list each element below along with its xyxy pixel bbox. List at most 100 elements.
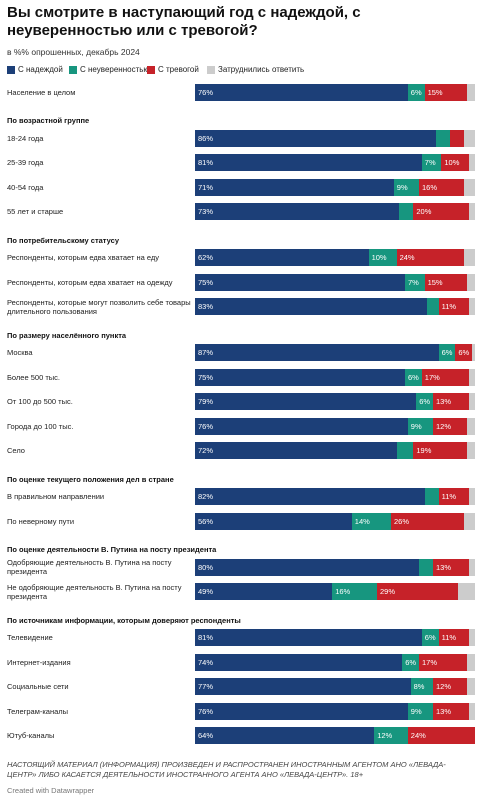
value-label: 16% xyxy=(422,182,438,192)
bar-segment xyxy=(438,488,470,505)
bar-segment xyxy=(466,83,475,101)
bar-segment xyxy=(410,678,433,695)
row-label: От 100 до 500 тыс. xyxy=(7,397,73,406)
value-label: 15% xyxy=(427,87,443,97)
bar-segment xyxy=(455,344,473,361)
bar-segment xyxy=(424,273,467,291)
bar-segment xyxy=(433,702,470,720)
row-label: Телеграм-каналы xyxy=(7,706,69,716)
row-label: Респонденты, которым едва хватает на еду xyxy=(7,253,160,262)
value-label: 49% xyxy=(198,587,214,596)
row-label: По неверному пути xyxy=(7,516,75,526)
bar-segment xyxy=(195,368,405,386)
value-label: 81% xyxy=(198,158,214,167)
legend-swatch xyxy=(69,65,77,74)
bar-segment xyxy=(332,583,377,600)
value-label: 20% xyxy=(416,207,432,216)
bar-segment xyxy=(469,488,475,505)
value-label: 6% xyxy=(441,348,453,357)
value-label: 17% xyxy=(422,657,438,667)
value-label: 6% xyxy=(424,633,436,642)
value-label: 83% xyxy=(198,302,214,311)
bar-segment xyxy=(469,368,475,386)
value-label: 75% xyxy=(198,372,214,382)
value-label: 81% xyxy=(198,633,214,642)
value-label: 6% xyxy=(405,657,417,667)
bar-segment xyxy=(407,727,475,744)
row-label: Население в целом xyxy=(7,87,76,97)
value-label: 15% xyxy=(427,277,443,287)
legend-item: С надеждой xyxy=(7,65,63,74)
bar-segment xyxy=(195,678,411,695)
legend-swatch xyxy=(147,65,155,74)
bar-segment xyxy=(466,653,475,671)
bar-segment xyxy=(396,442,414,459)
legend-item: С тревогой xyxy=(147,65,199,74)
bar-segment xyxy=(195,129,436,147)
bar-segment xyxy=(466,442,475,459)
value-label: 10% xyxy=(371,253,387,262)
bar-segment xyxy=(195,154,422,171)
bar-segment xyxy=(368,249,397,266)
value-label: 11% xyxy=(441,633,457,642)
bar-segment xyxy=(195,653,403,671)
bar-segment xyxy=(407,83,425,101)
chart-title: Вы смотрите в наступающий год с надеждой… xyxy=(7,4,361,39)
row-label: Село xyxy=(7,446,25,455)
bar-segment xyxy=(195,178,394,196)
legend-item: Затруднились ответить xyxy=(207,65,304,74)
bar-segment xyxy=(195,417,408,435)
value-label: 79% xyxy=(198,397,214,406)
group-header: По оценке текущего положения дел в стран… xyxy=(7,474,174,484)
value-label: 75% xyxy=(198,277,214,287)
bar-segment xyxy=(405,273,425,291)
bar-segment xyxy=(438,629,470,646)
bar-segment xyxy=(195,702,408,720)
bar-segment xyxy=(399,203,414,220)
bar-segment xyxy=(421,368,470,386)
value-label: 6% xyxy=(408,372,419,382)
bar-segment xyxy=(195,298,428,315)
value-label: 86% xyxy=(198,133,214,143)
row-label: Интернет-издания xyxy=(7,657,71,667)
legend-label: Затруднились ответить xyxy=(218,65,305,74)
bar-segment xyxy=(416,393,433,410)
bar-segment xyxy=(433,678,467,695)
value-label: 76% xyxy=(198,706,214,716)
bar-segment xyxy=(195,203,400,220)
note: НАСТОЯЩИЙ МАТЕРИАЛ (ИНФОРМАЦИЯ) ПРОИЗВЕД… xyxy=(7,760,446,779)
value-label: 29% xyxy=(380,587,396,596)
value-label: 6% xyxy=(458,348,470,357)
row-label: Не одобряющие деятельность В. Путина на … xyxy=(7,582,182,601)
bar-segment xyxy=(463,249,475,266)
bar-segment xyxy=(466,417,475,435)
bar-segment xyxy=(393,178,419,196)
value-label: 11% xyxy=(441,302,457,311)
value-label: 13% xyxy=(436,562,452,572)
group-header: По оценке деятельности В. Путина на пост… xyxy=(7,545,217,554)
bar-segment xyxy=(407,417,433,435)
bar-segment xyxy=(441,154,470,171)
value-label: 76% xyxy=(198,87,214,97)
value-label: 26% xyxy=(394,516,410,526)
value-label: 7% xyxy=(424,158,436,167)
bar-segment xyxy=(402,653,419,671)
value-label: 11% xyxy=(441,492,457,501)
row-label: В правильном направлении xyxy=(7,492,105,501)
bar-segment xyxy=(419,558,433,576)
row-label: 18-24 года xyxy=(7,133,44,143)
legend-swatch xyxy=(207,65,215,74)
bar-segment xyxy=(449,129,464,147)
value-label: 24% xyxy=(399,253,415,262)
value-label: 80% xyxy=(198,562,214,572)
bar-segment xyxy=(195,558,419,576)
value-label: 64% xyxy=(198,731,214,740)
bar-segment xyxy=(195,249,369,266)
value-label: 56% xyxy=(198,516,214,526)
group-header: По размеру населённого пункта xyxy=(7,330,127,340)
value-label: 7% xyxy=(408,277,419,287)
value-label: 76% xyxy=(198,421,214,431)
bar-segment xyxy=(195,583,333,600)
bar-segment xyxy=(469,393,475,410)
value-label: 74% xyxy=(198,657,214,667)
